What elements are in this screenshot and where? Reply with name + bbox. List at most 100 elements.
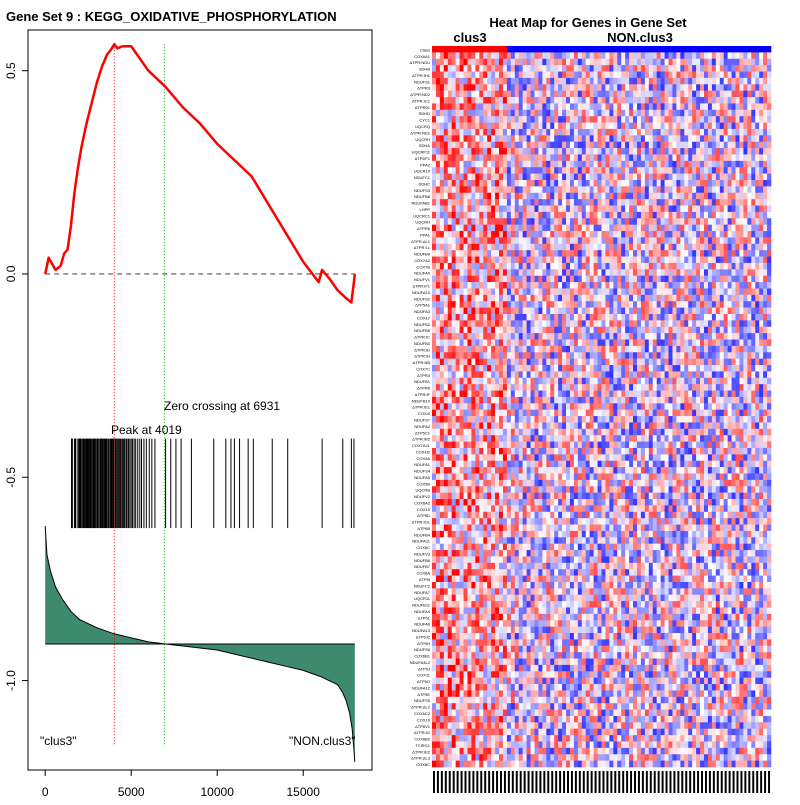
heatmap-cell <box>582 161 586 168</box>
heatmap-cell <box>570 250 574 257</box>
heatmap-cell <box>448 269 452 276</box>
heatmap-cell <box>629 154 633 161</box>
heatmap-cell <box>531 327 535 334</box>
heatmap-cell <box>617 91 621 98</box>
heatmap-cell <box>452 199 456 206</box>
heatmap-cell <box>503 365 507 372</box>
heatmap-cell <box>696 206 700 213</box>
heatmap-cell <box>586 352 590 359</box>
heatmap-cell <box>759 340 763 347</box>
heatmap-cell <box>574 288 578 295</box>
heatmap-cell <box>700 327 704 334</box>
heatmap-cell <box>657 378 661 385</box>
heatmap-cell <box>696 180 700 187</box>
heatmap-cell <box>566 78 570 85</box>
heatmap-cell <box>523 346 527 353</box>
heatmap-cell <box>720 72 724 79</box>
heatmap-cell <box>732 340 736 347</box>
heatmap-cell <box>586 231 590 238</box>
heatmap-cell <box>456 352 460 359</box>
heatmap-cell <box>519 161 523 168</box>
heatmap-cell <box>531 397 535 404</box>
heatmap-cell <box>542 231 546 238</box>
heatmap-cell <box>732 123 736 130</box>
heatmap-cell <box>542 84 546 91</box>
heatmap-cell <box>680 263 684 270</box>
heatmap-cell <box>747 123 751 130</box>
heatmap-cell <box>503 148 507 155</box>
heatmap-cell <box>617 320 621 327</box>
heatmap-cell <box>672 91 676 98</box>
heatmap-cell <box>519 391 523 398</box>
heatmap-cell <box>732 359 736 366</box>
heatmap-cell <box>460 52 464 59</box>
heatmap-cell <box>736 84 740 91</box>
heatmap-cell <box>487 167 491 174</box>
heatmap-cell <box>574 180 578 187</box>
heatmap-cell <box>523 123 527 130</box>
heatmap-cell <box>460 288 464 295</box>
heatmap-cell <box>542 78 546 85</box>
heatmap-cell <box>609 154 613 161</box>
heatmap-cell <box>602 91 606 98</box>
heatmap-cell <box>696 161 700 168</box>
heatmap-cell <box>684 237 688 244</box>
heatmap-cell <box>767 180 771 187</box>
heatmap-class-cell <box>633 46 637 53</box>
heatmap-cell <box>728 123 732 130</box>
heatmap-cell <box>499 199 503 206</box>
heatmap-cell <box>562 129 566 136</box>
heatmap-cell <box>527 327 531 334</box>
heatmap-cell <box>732 78 736 85</box>
heatmap-cell <box>743 135 747 142</box>
heatmap-cell <box>708 346 712 353</box>
heatmap-cell <box>665 263 669 270</box>
heatmap-cell <box>665 237 669 244</box>
heatmap-cell <box>649 78 653 85</box>
heatmap-cell <box>720 129 724 136</box>
heatmap-cell <box>763 59 767 66</box>
heatmap-cell <box>609 103 613 110</box>
heatmap-cell <box>712 123 716 130</box>
heatmap-cell <box>475 359 479 366</box>
heatmap-cell <box>586 91 590 98</box>
heatmap-cell <box>755 257 759 264</box>
heatmap-cell <box>534 52 538 59</box>
heatmap-cell <box>531 161 535 168</box>
heatmap-cell <box>436 365 440 372</box>
heatmap-cell <box>720 352 724 359</box>
heatmap-cell <box>515 384 519 391</box>
heatmap-cell <box>617 327 621 334</box>
heatmap-cell <box>680 161 684 168</box>
heatmap-cell <box>728 288 732 295</box>
heatmap-cell <box>700 225 704 232</box>
heatmap-cell <box>487 403 491 410</box>
heatmap-cell <box>456 308 460 315</box>
heatmap-cell <box>594 257 598 264</box>
heatmap-cell <box>534 135 538 142</box>
heatmap-cell <box>475 97 479 104</box>
heatmap-cell <box>688 231 692 238</box>
heatmap-cell <box>724 320 728 327</box>
heatmap-cell <box>625 212 629 219</box>
heatmap-cell <box>617 59 621 66</box>
heatmap-cell <box>495 269 499 276</box>
heatmap-cell <box>653 314 657 321</box>
heatmap-cell <box>617 135 621 142</box>
heatmap-cell <box>499 282 503 289</box>
heatmap-cell <box>554 269 558 276</box>
heatmap-cell <box>542 91 546 98</box>
heatmap-cell <box>554 103 558 110</box>
heatmap-cell <box>464 84 468 91</box>
heatmap-cell <box>487 186 491 193</box>
heatmap-cell <box>467 154 471 161</box>
heatmap-cell <box>672 148 676 155</box>
heatmap-cell <box>716 84 720 91</box>
heatmap-cell <box>613 218 617 225</box>
heatmap-cell <box>688 301 692 308</box>
heatmap-cell <box>570 269 574 276</box>
heatmap-cell <box>680 97 684 104</box>
heatmap-cell <box>487 59 491 66</box>
heatmap-cell <box>452 403 456 410</box>
heatmap-cell <box>483 129 487 136</box>
